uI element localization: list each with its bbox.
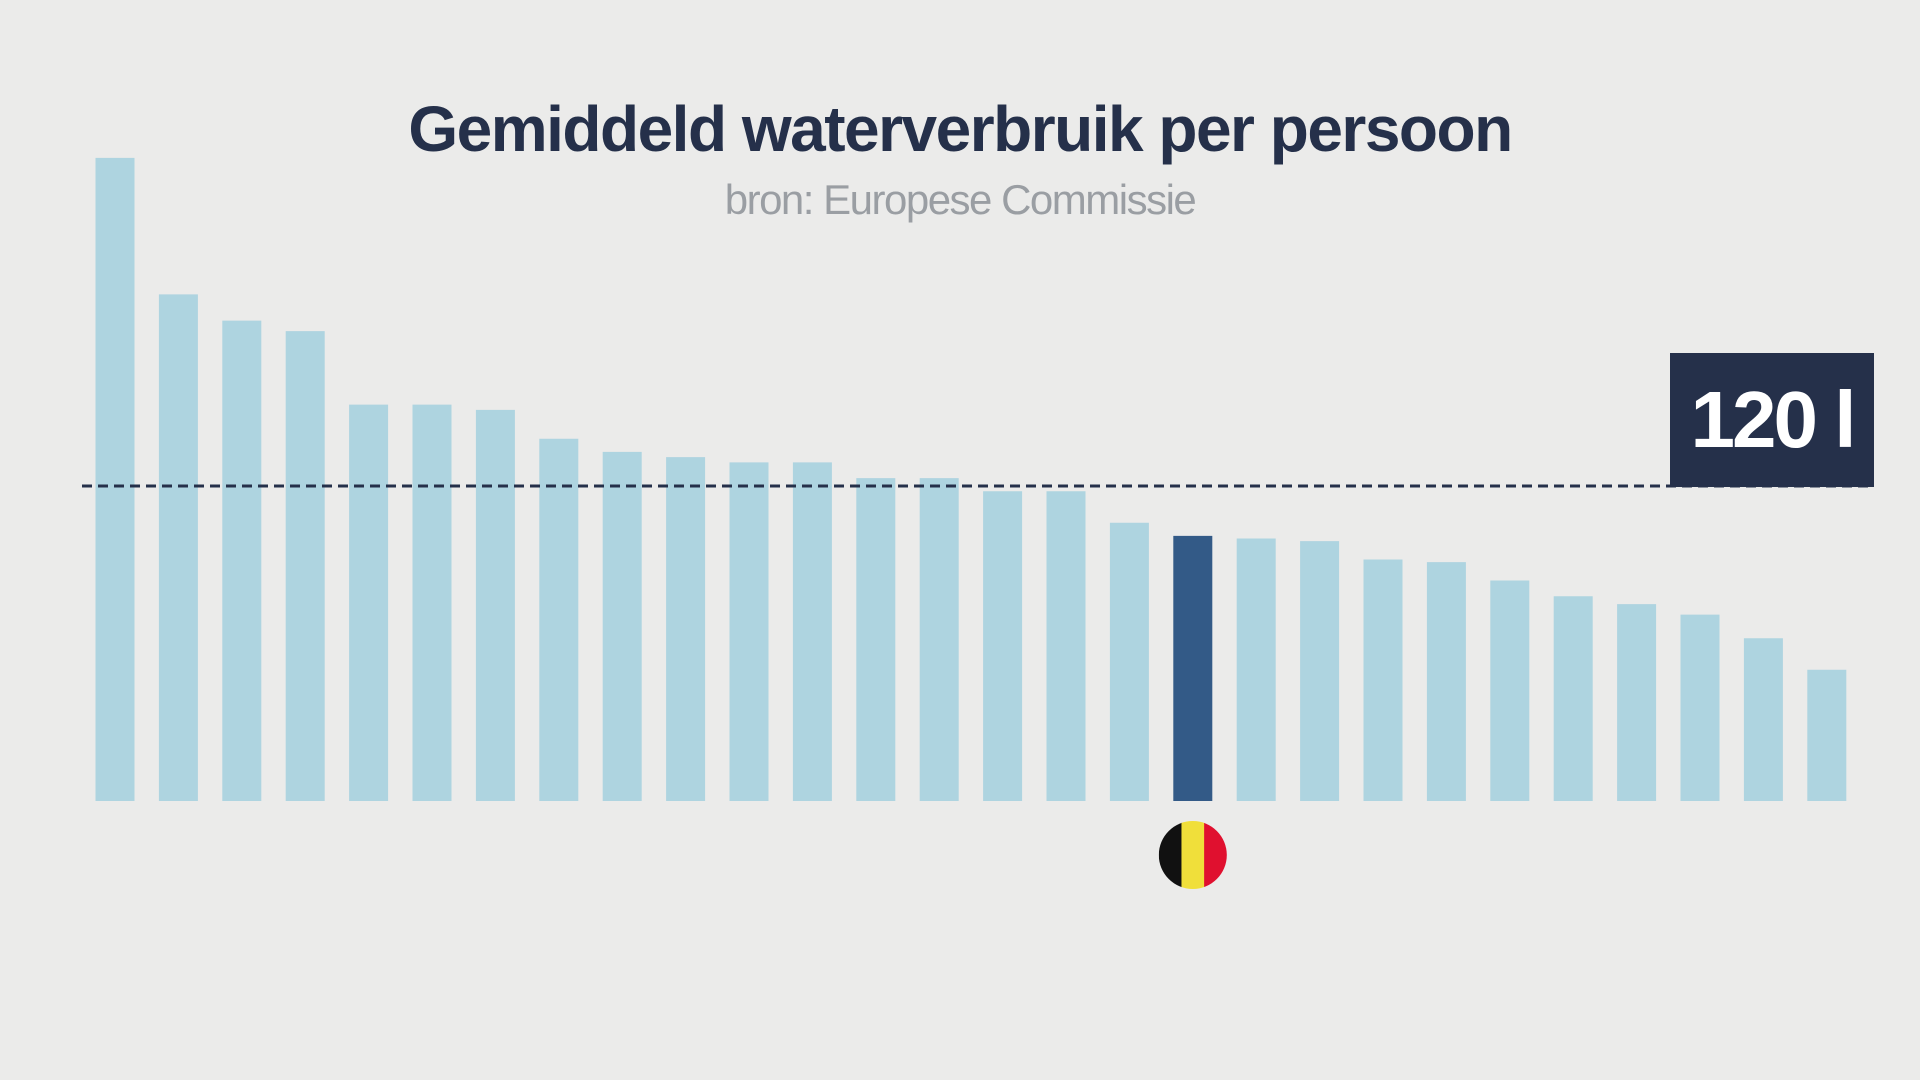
bar [349,404,389,801]
bar [1426,562,1466,801]
bar [792,462,832,801]
bar [539,438,579,801]
bar [475,409,515,801]
bar [602,451,642,801]
bar [1617,604,1657,801]
bar [1363,559,1403,801]
bar [983,491,1023,801]
bar [285,331,325,801]
bar [1300,541,1340,801]
bar [729,462,769,801]
bar [1236,538,1276,801]
chart-subtitle: bron: Europese Commissie [724,176,1197,223]
bar [1490,580,1530,801]
bar [1680,614,1720,801]
belgium-flag-icon [1158,821,1227,889]
bar [95,157,135,801]
bar [856,478,896,801]
bar [1553,596,1593,801]
chart-title: Gemiddeld waterverbruik per persoon [408,93,1513,165]
flag-stripe [1204,821,1227,889]
bar [158,294,198,801]
bar [919,478,959,801]
bar [222,320,262,801]
bar [1109,522,1149,801]
bar [1046,491,1086,801]
flag-stripe [1181,821,1205,889]
bar [1807,669,1847,801]
bar [666,457,706,801]
bar [1743,638,1783,801]
reference-label: 120 l [1670,353,1874,487]
bar [412,404,452,801]
flag-stripe [1158,821,1182,889]
bar-highlight [1173,535,1213,801]
